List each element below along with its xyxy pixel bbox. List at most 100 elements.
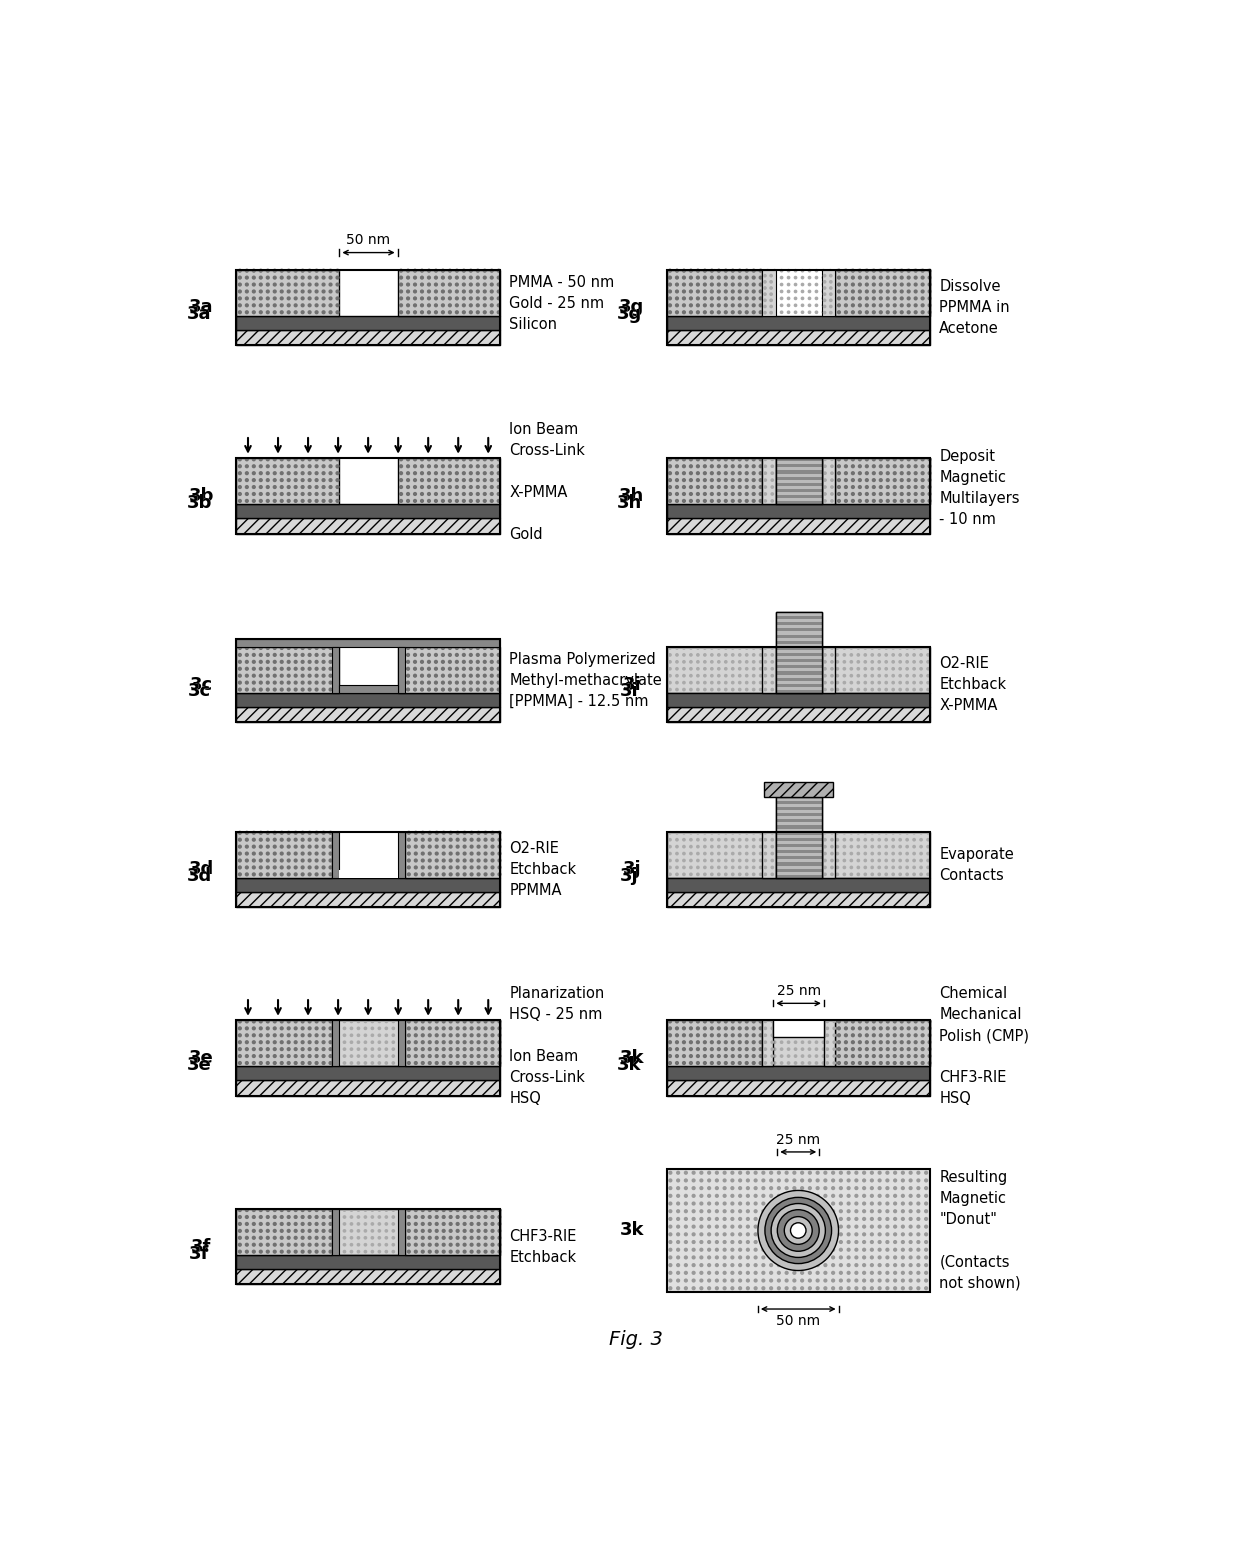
Circle shape (715, 1264, 718, 1267)
Circle shape (787, 464, 790, 467)
Circle shape (708, 1280, 711, 1281)
Circle shape (914, 1054, 918, 1058)
Circle shape (732, 646, 734, 649)
Circle shape (766, 472, 769, 474)
Circle shape (885, 1041, 888, 1044)
Circle shape (280, 867, 283, 868)
Circle shape (851, 688, 853, 691)
Circle shape (830, 668, 832, 669)
Circle shape (870, 853, 873, 854)
Circle shape (683, 297, 684, 300)
Circle shape (830, 287, 832, 289)
Circle shape (708, 1272, 711, 1273)
Circle shape (909, 1179, 911, 1182)
Circle shape (246, 500, 248, 502)
Circle shape (780, 873, 782, 876)
Text: 3j: 3j (620, 867, 639, 885)
Circle shape (301, 269, 304, 272)
Circle shape (322, 845, 325, 848)
Circle shape (711, 1034, 713, 1036)
Circle shape (724, 283, 727, 286)
Circle shape (745, 1054, 748, 1058)
Circle shape (863, 1218, 866, 1221)
Circle shape (753, 500, 755, 502)
Circle shape (929, 500, 931, 502)
Circle shape (759, 290, 761, 292)
Circle shape (399, 1054, 402, 1058)
Circle shape (878, 859, 880, 862)
Circle shape (428, 297, 430, 300)
Circle shape (745, 1020, 748, 1023)
Circle shape (677, 1225, 680, 1228)
Circle shape (498, 1208, 501, 1211)
Circle shape (830, 306, 832, 307)
Circle shape (847, 1218, 851, 1221)
Circle shape (697, 1048, 699, 1050)
Text: 3j: 3j (620, 867, 639, 885)
Circle shape (918, 1171, 920, 1174)
Circle shape (745, 1020, 748, 1022)
Circle shape (288, 1027, 290, 1030)
Circle shape (668, 867, 671, 868)
Circle shape (921, 464, 924, 467)
Circle shape (843, 859, 846, 862)
Circle shape (906, 646, 909, 649)
Circle shape (682, 1048, 686, 1050)
Circle shape (428, 1230, 432, 1232)
Circle shape (771, 464, 774, 467)
Circle shape (371, 1230, 373, 1232)
Circle shape (315, 1250, 317, 1253)
Circle shape (718, 1027, 720, 1030)
Circle shape (739, 859, 742, 862)
Circle shape (866, 492, 868, 495)
Circle shape (322, 668, 325, 671)
Circle shape (703, 464, 707, 467)
Circle shape (443, 1216, 445, 1219)
Circle shape (322, 1027, 325, 1030)
Bar (776, 461, 821, 464)
Circle shape (795, 674, 797, 677)
Circle shape (484, 1244, 487, 1246)
Circle shape (887, 297, 889, 300)
Circle shape (929, 458, 931, 461)
Circle shape (273, 853, 277, 856)
Circle shape (843, 646, 846, 649)
Circle shape (732, 853, 734, 854)
Circle shape (336, 1216, 339, 1218)
Circle shape (759, 839, 761, 840)
Circle shape (723, 1272, 727, 1273)
Circle shape (920, 845, 923, 848)
Circle shape (900, 304, 903, 306)
Circle shape (288, 492, 290, 495)
Circle shape (309, 1034, 311, 1037)
Circle shape (668, 311, 671, 314)
Circle shape (851, 486, 853, 488)
Circle shape (476, 1230, 479, 1232)
Circle shape (887, 1062, 889, 1064)
Circle shape (808, 682, 811, 683)
Circle shape (676, 1020, 678, 1022)
Circle shape (753, 464, 755, 467)
Circle shape (899, 873, 901, 876)
Circle shape (274, 1041, 277, 1044)
Circle shape (766, 464, 769, 467)
Circle shape (913, 867, 915, 868)
Circle shape (873, 500, 875, 502)
Circle shape (823, 845, 826, 848)
Circle shape (711, 478, 713, 481)
Circle shape (253, 500, 255, 502)
Circle shape (449, 1208, 453, 1211)
Circle shape (482, 1041, 485, 1044)
Circle shape (246, 654, 248, 657)
Circle shape (745, 682, 748, 683)
Circle shape (913, 1054, 915, 1058)
Circle shape (830, 688, 832, 691)
Circle shape (497, 311, 500, 314)
Circle shape (822, 304, 825, 306)
Circle shape (738, 290, 742, 294)
Circle shape (745, 276, 748, 280)
Circle shape (703, 304, 707, 306)
Circle shape (246, 839, 248, 842)
Circle shape (873, 478, 875, 481)
Circle shape (301, 1230, 304, 1232)
